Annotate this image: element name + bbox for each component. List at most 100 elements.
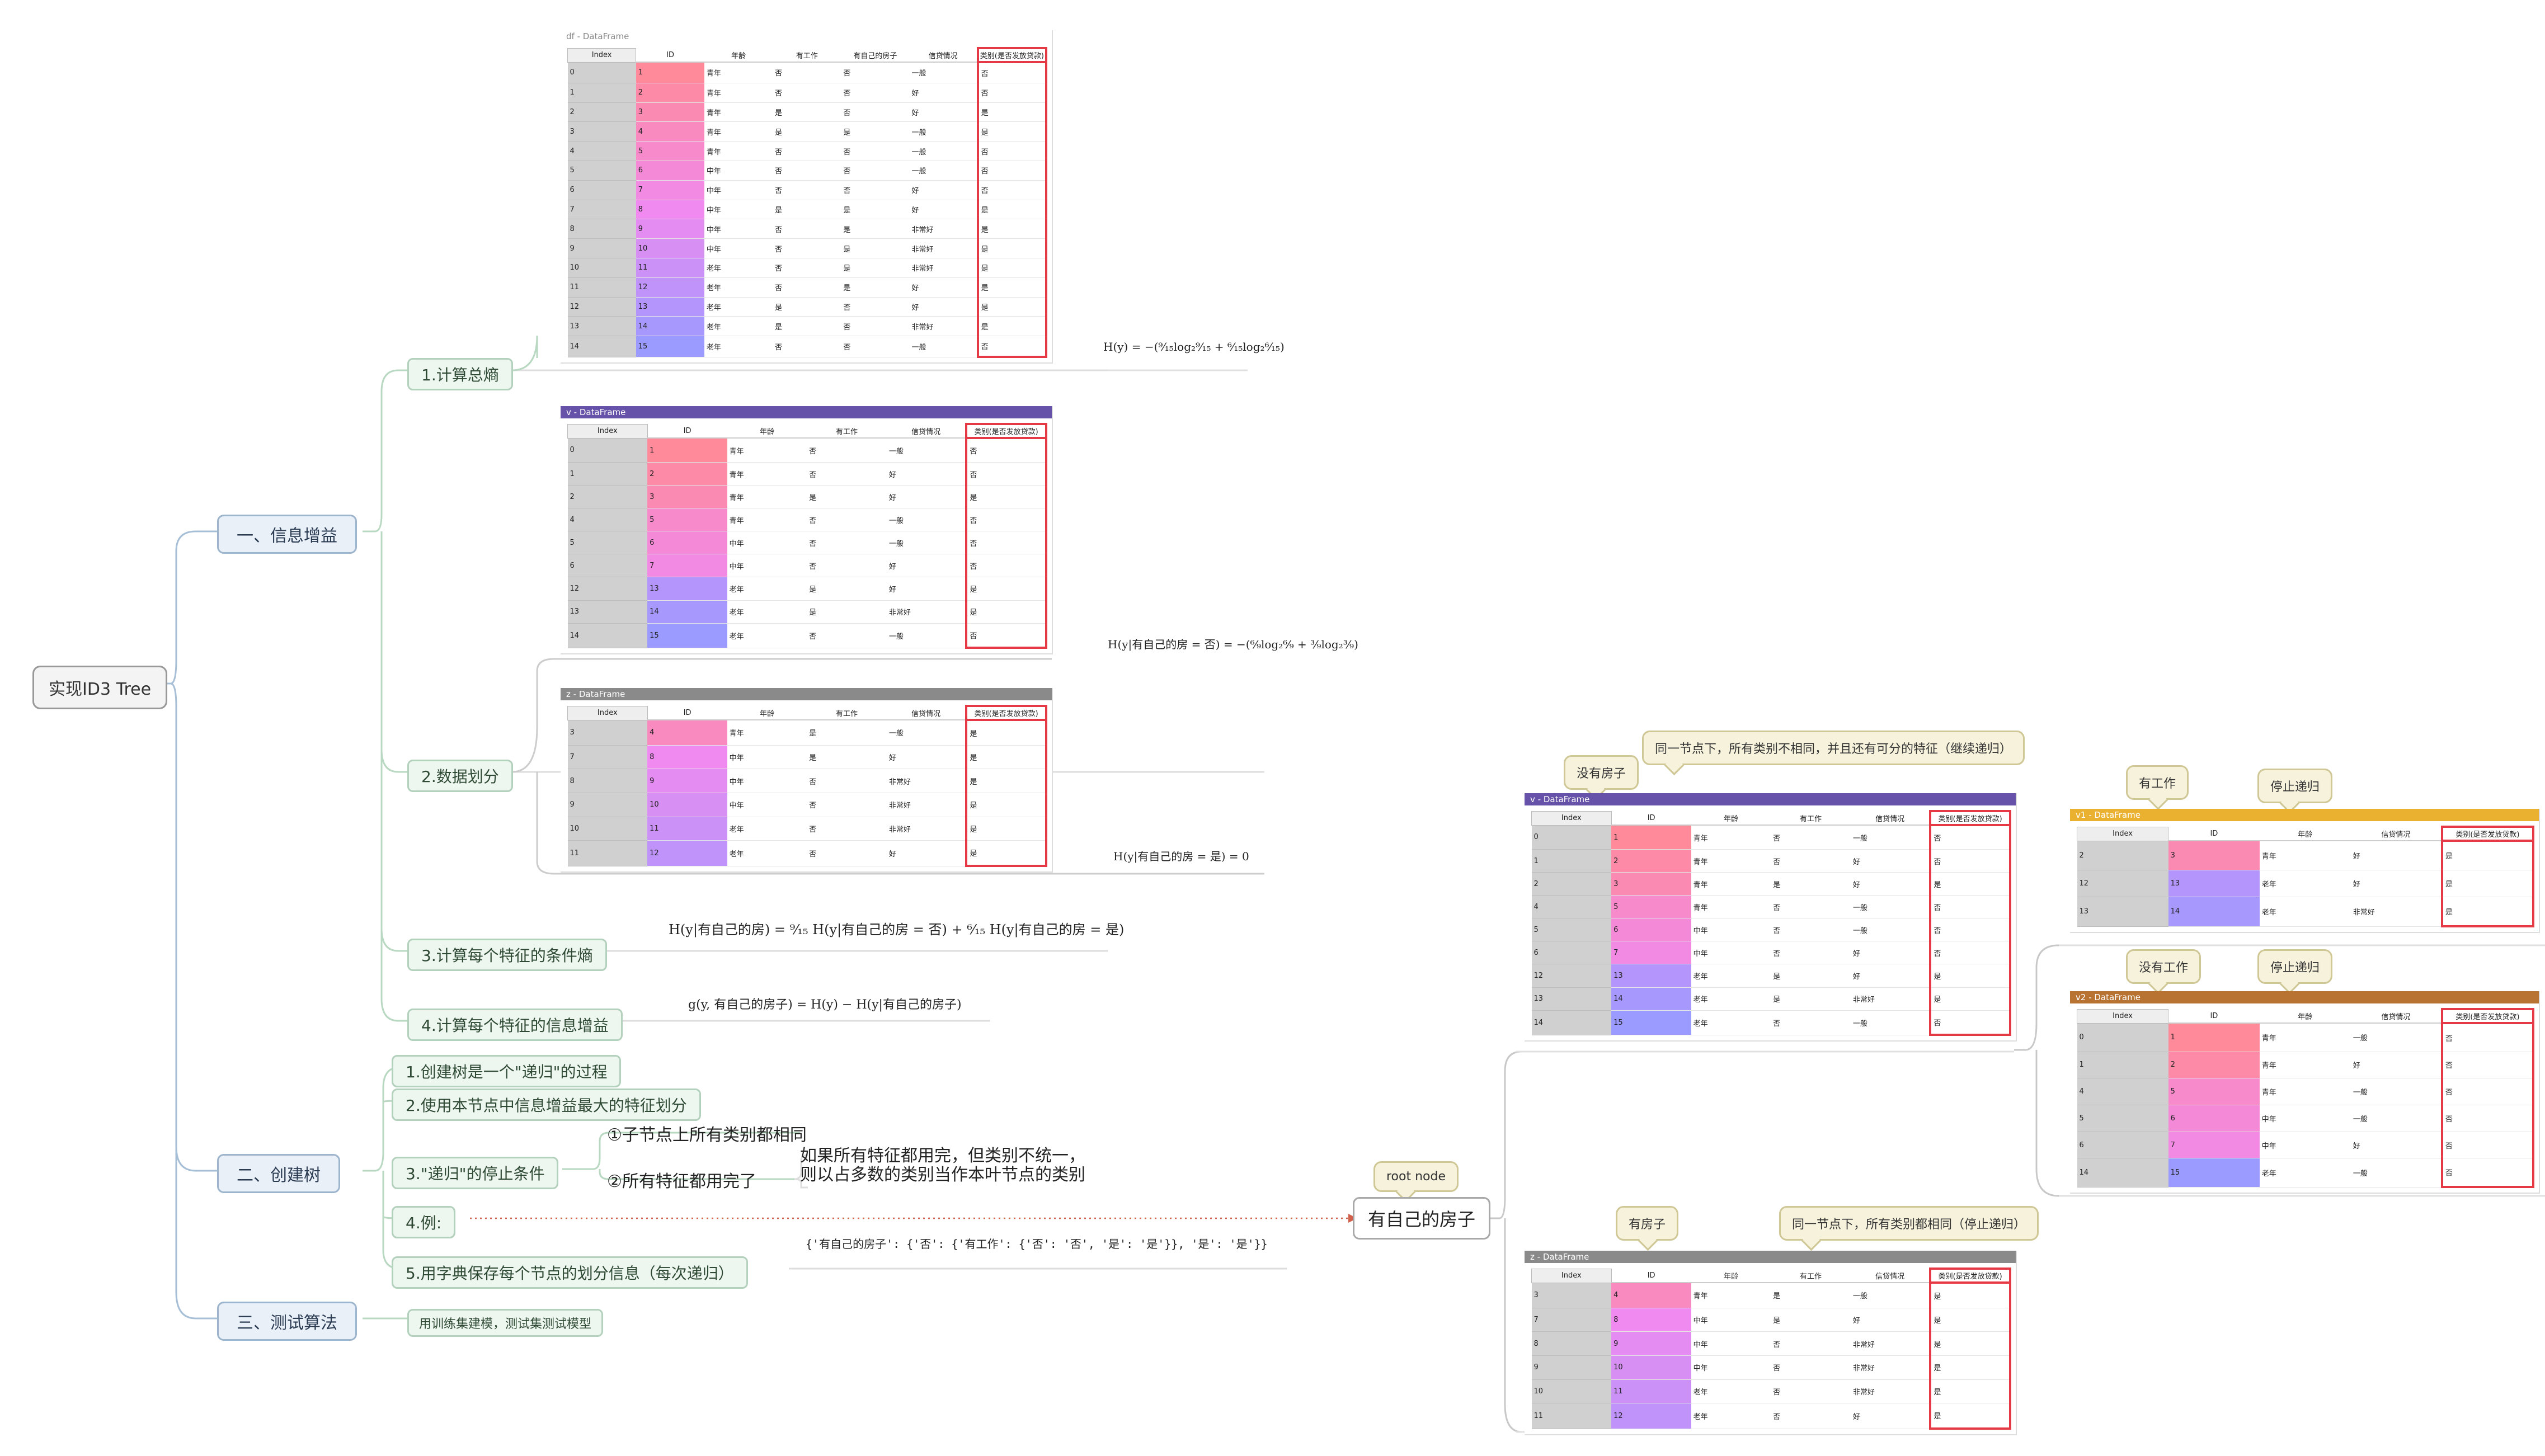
table-row[interactable]: 4 5 青年否否一般否	[567, 141, 1048, 161]
table-row[interactable]: 3 4 青年是是一般是	[567, 121, 1048, 142]
table-row[interactable]: 12 13 老年是好是	[567, 577, 1047, 601]
table-row[interactable]: 12 13 老年是否好是	[567, 297, 1048, 317]
column-header[interactable]: ID	[647, 706, 727, 720]
subtopic-example[interactable]: 4.例:	[392, 1206, 456, 1238]
table-row[interactable]: 5 6 中年否否一般否	[567, 161, 1048, 181]
table-row[interactable]: 6 7 中年否好否	[1531, 941, 2011, 965]
table-row[interactable]: 0 1 青年否一般否	[1531, 825, 2011, 850]
subtopic-recursive[interactable]: 1.创建树是一个"递归"的过程	[392, 1055, 622, 1087]
table-row[interactable]: 5 6 中年 一般否	[2077, 1105, 2535, 1132]
table-row[interactable]: 13 14 老年是非常好是	[1531, 987, 2011, 1011]
table-row[interactable]: 10 11 老年否非常好是	[567, 817, 1047, 841]
column-header[interactable]: 有工作	[1771, 1269, 1851, 1283]
subtopic-train-test[interactable]: 用训练集建模，测试集测试模型	[407, 1309, 604, 1337]
table-row[interactable]: 0 1 青年否一般否	[567, 438, 1047, 463]
table-row[interactable]: 3 4 青年是一般是	[1531, 1283, 2011, 1308]
column-header[interactable]: 有工作	[1771, 811, 1851, 826]
subtopic-total-entropy[interactable]: 1.计算总熵	[407, 358, 513, 390]
tree-root-feature[interactable]: 有自己的房子	[1353, 1197, 1491, 1240]
column-header[interactable]: 类别(是否发放贷款)	[2440, 1008, 2535, 1024]
stop-condition-2[interactable]: ②所有特征都用完了	[607, 1167, 756, 1192]
table-row[interactable]: 11 12 老年否好是	[1531, 1403, 2011, 1430]
column-header[interactable]: 信贷情况	[886, 424, 967, 439]
table-row[interactable]: 5 6 中年否一般否	[1531, 918, 2011, 942]
column-header[interactable]: Index	[567, 705, 648, 720]
table-row[interactable]: 6 7 中年好否	[2077, 1132, 2535, 1159]
column-header[interactable]: 信贷情况	[2350, 827, 2442, 841]
table-row[interactable]: 1 2 青年好否	[2077, 1052, 2535, 1079]
column-header[interactable]: 有工作	[807, 424, 887, 439]
table-row[interactable]: 9 10 中年否是非常好是	[567, 238, 1048, 258]
table-row[interactable]: 4 5 青年否一般否	[1531, 895, 2011, 919]
table-row[interactable]: 3 4 青年是一般是	[567, 720, 1047, 746]
table-row[interactable]: 11 12 老年否好是	[567, 840, 1047, 868]
column-header[interactable]: 类别(是否发放贷款)	[1929, 1267, 2011, 1284]
column-header[interactable]: 类别(是否发放贷款)	[2440, 826, 2535, 842]
table-row[interactable]: 8 9 中年否非常好是	[567, 769, 1047, 793]
table-row[interactable]: 12 13 老年是好是	[1531, 964, 2011, 988]
table-row[interactable]: 7 8 中年是好是	[567, 745, 1047, 770]
table-row[interactable]: 2 3 青年是否好是	[567, 102, 1048, 122]
column-header[interactable]: 信贷情况	[909, 48, 978, 63]
column-header[interactable]: ID	[1611, 1269, 1691, 1283]
topic-info-gain[interactable]: 一、信息增益	[217, 515, 357, 554]
table-row[interactable]: 2 3 青年是好是	[1531, 872, 2011, 896]
column-header[interactable]: 有工作	[773, 48, 841, 63]
column-header[interactable]: Index	[567, 423, 648, 439]
table-row[interactable]: 1 2 青年否否好否	[567, 83, 1048, 103]
column-header[interactable]: 年龄	[2259, 827, 2351, 841]
table-row[interactable]: 0 1 青年否否一般否	[567, 62, 1048, 83]
subtopic-cond-entropy[interactable]: 3.计算每个特征的条件熵	[407, 939, 607, 971]
table-row[interactable]: 1 2 青年否好否	[567, 462, 1047, 486]
subtopic-info-gain[interactable]: 4.计算每个特征的信息增益	[407, 1009, 623, 1041]
column-header[interactable]: ID	[1611, 811, 1691, 826]
table-row[interactable]: 9 10 中年否非常好是	[1531, 1355, 2011, 1380]
column-header[interactable]: 类别(是否发放贷款)	[965, 423, 1047, 439]
table-row[interactable]: 7 8 中年是是好是	[567, 200, 1048, 220]
table-row[interactable]: 2 3 青年是好是	[567, 485, 1047, 509]
table-row[interactable]: 9 10 中年否非常好是	[567, 793, 1047, 817]
column-header[interactable]: ID	[636, 48, 704, 63]
column-header[interactable]: Index	[2076, 1009, 2169, 1024]
column-header[interactable]: 信贷情况	[1850, 811, 1931, 826]
topic-build-tree[interactable]: 二、创建树	[217, 1154, 340, 1193]
table-row[interactable]: 10 11 老年否是非常好是	[567, 258, 1048, 278]
column-header[interactable]: 年龄	[704, 48, 773, 63]
column-header[interactable]: Index	[2076, 826, 2169, 841]
table-row[interactable]: 14 15 老年否一般否	[1531, 1010, 2011, 1036]
column-header[interactable]: 年龄	[727, 424, 807, 439]
table-row[interactable]: 8 9 中年否非常好是	[1531, 1331, 2011, 1356]
subtopic-stop-condition[interactable]: 3."递归"的停止条件	[392, 1157, 559, 1189]
table-row[interactable]: 6 7 中年否好否	[567, 554, 1047, 578]
topic-test[interactable]: 三、测试算法	[217, 1302, 357, 1341]
column-header[interactable]: 信贷情况	[886, 706, 967, 720]
table-row[interactable]: 13 14 老年 非常好是	[2077, 897, 2535, 928]
table-row[interactable]: 0 1 青年 一般否	[2077, 1023, 2535, 1052]
column-header[interactable]: 年龄	[1691, 811, 1771, 826]
table-row[interactable]: 14 15 老年 一般否	[2077, 1158, 2535, 1189]
subtopic-dict-save[interactable]: 5.用字典保存每个节点的划分信息（每次递归）	[392, 1256, 748, 1289]
table-row[interactable]: 10 11 老年否非常好是	[1531, 1379, 2011, 1404]
column-header[interactable]: 有自己的房子	[841, 48, 910, 63]
column-header[interactable]: Index	[1531, 811, 1612, 826]
column-header[interactable]: 年龄	[2259, 1009, 2351, 1024]
table-row[interactable]: 7 8 中年是好是	[1531, 1308, 2011, 1332]
table-row[interactable]: 14 15 老年否一般否	[567, 623, 1047, 649]
column-header[interactable]: 类别(是否发放贷款)	[1929, 810, 2011, 826]
column-header[interactable]: ID	[647, 424, 727, 439]
subtopic-data-split[interactable]: 2.数据划分	[407, 760, 513, 792]
root-topic[interactable]: 实现ID3 Tree	[32, 666, 168, 709]
table-row[interactable]: 8 9 中年否是非常好是	[567, 219, 1048, 239]
table-row[interactable]: 4 5 青年 一般否	[2077, 1078, 2535, 1105]
column-header[interactable]: 信贷情况	[1850, 1269, 1931, 1283]
column-header[interactable]: 类别(是否发放贷款)	[965, 705, 1047, 721]
table-row[interactable]: 14 15 老年否否一般否	[567, 336, 1048, 359]
table-row[interactable]: 2 3 青年好是	[2077, 841, 2535, 870]
column-header[interactable]: ID	[2168, 1009, 2260, 1024]
column-header[interactable]: ID	[2168, 827, 2260, 841]
column-header[interactable]: 年龄	[727, 706, 807, 720]
column-header[interactable]: Index	[1531, 1268, 1612, 1283]
table-row[interactable]: 5 6 中年否一般否	[567, 531, 1047, 555]
column-header[interactable]: 信贷情况	[2350, 1009, 2442, 1024]
table-row[interactable]: 4 5 青年否一般否	[567, 508, 1047, 532]
